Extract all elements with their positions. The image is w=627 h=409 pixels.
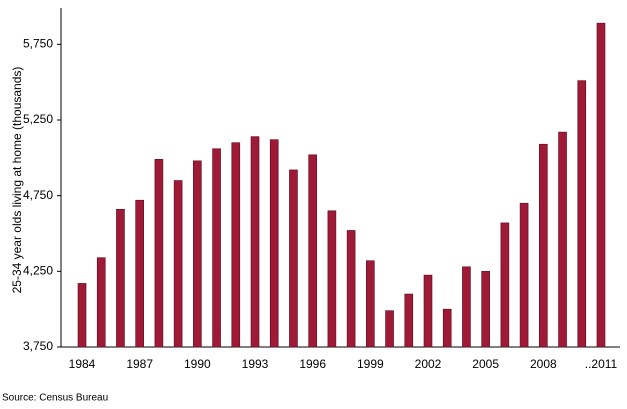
bar bbox=[539, 143, 548, 348]
bar bbox=[558, 131, 567, 348]
x-tick-label: 1987 bbox=[126, 357, 153, 371]
bar bbox=[423, 274, 433, 348]
bar bbox=[116, 208, 125, 348]
bar bbox=[442, 308, 452, 348]
bar bbox=[308, 154, 317, 348]
x-tick-label: ..2011 bbox=[585, 357, 618, 371]
x-tick-label: 1999 bbox=[357, 357, 384, 371]
bar bbox=[77, 283, 87, 348]
x-tick-label: 1990 bbox=[184, 357, 211, 371]
x-tick-label: 2005 bbox=[472, 357, 499, 371]
bar bbox=[212, 148, 221, 348]
bar bbox=[135, 199, 144, 348]
bar bbox=[519, 202, 529, 348]
x-tick-label: 1993 bbox=[242, 357, 269, 371]
bar bbox=[231, 142, 241, 348]
y-tick-label: 5,750 bbox=[23, 36, 53, 50]
bar bbox=[173, 180, 183, 348]
bar bbox=[596, 22, 606, 348]
bar bbox=[462, 266, 471, 348]
bar bbox=[193, 160, 202, 348]
bar bbox=[385, 310, 394, 348]
y-tick-label: 4,250 bbox=[23, 264, 53, 278]
x-tick-label: 1984 bbox=[69, 357, 96, 371]
bar bbox=[96, 257, 106, 348]
bar bbox=[269, 139, 279, 348]
bar bbox=[327, 210, 337, 348]
x-tick-label: 2008 bbox=[530, 357, 557, 371]
y-tick-label: 4,750 bbox=[23, 188, 53, 202]
bar bbox=[346, 230, 356, 348]
y-axis-label: 25-34 year olds living at home (thousand… bbox=[10, 67, 24, 294]
bar bbox=[250, 136, 260, 348]
y-tick-label: 5,250 bbox=[23, 112, 53, 126]
bar bbox=[154, 159, 164, 348]
bar bbox=[404, 293, 414, 348]
bar bbox=[500, 222, 510, 348]
bar bbox=[366, 260, 375, 348]
x-tick-label: 2002 bbox=[415, 357, 442, 371]
source-note: Source: Census Bureau bbox=[2, 393, 108, 404]
y-tick-label: 3,750 bbox=[23, 339, 53, 353]
x-tick-label: 1996 bbox=[299, 357, 326, 371]
bar bbox=[289, 169, 298, 348]
bar bbox=[481, 271, 490, 348]
bar bbox=[577, 80, 587, 348]
